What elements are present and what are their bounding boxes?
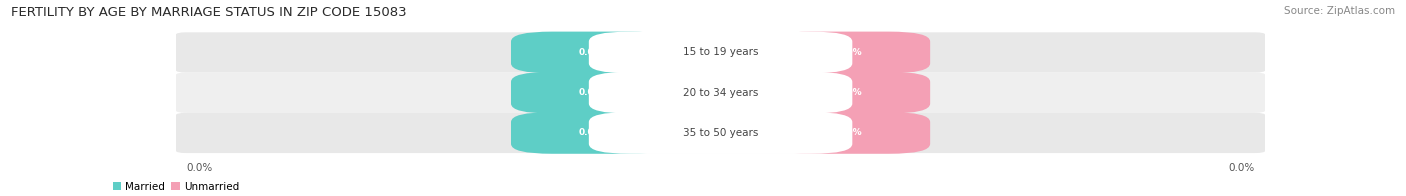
Text: 0.0%: 0.0% [578, 48, 603, 57]
FancyBboxPatch shape [589, 32, 852, 73]
FancyBboxPatch shape [770, 72, 931, 113]
FancyBboxPatch shape [510, 32, 671, 73]
FancyBboxPatch shape [176, 73, 1265, 113]
FancyBboxPatch shape [510, 72, 671, 113]
FancyBboxPatch shape [176, 113, 1265, 153]
Text: 0.0%: 0.0% [186, 163, 212, 173]
Text: 0.0%: 0.0% [838, 48, 863, 57]
FancyBboxPatch shape [589, 112, 852, 154]
FancyBboxPatch shape [176, 32, 1265, 73]
FancyBboxPatch shape [510, 112, 671, 154]
FancyBboxPatch shape [770, 112, 931, 154]
Text: 35 to 50 years: 35 to 50 years [683, 128, 758, 138]
Text: 15 to 19 years: 15 to 19 years [683, 47, 758, 57]
Text: FERTILITY BY AGE BY MARRIAGE STATUS IN ZIP CODE 15083: FERTILITY BY AGE BY MARRIAGE STATUS IN Z… [11, 6, 406, 19]
FancyBboxPatch shape [770, 32, 931, 73]
Text: 0.0%: 0.0% [838, 88, 863, 97]
Text: 0.0%: 0.0% [578, 128, 603, 137]
Text: Source: ZipAtlas.com: Source: ZipAtlas.com [1284, 6, 1395, 16]
FancyBboxPatch shape [589, 72, 852, 113]
Text: 20 to 34 years: 20 to 34 years [683, 88, 758, 98]
Legend: Married, Unmarried: Married, Unmarried [112, 182, 239, 192]
Text: 0.0%: 0.0% [1229, 163, 1256, 173]
Text: 0.0%: 0.0% [838, 128, 863, 137]
Text: 0.0%: 0.0% [578, 88, 603, 97]
